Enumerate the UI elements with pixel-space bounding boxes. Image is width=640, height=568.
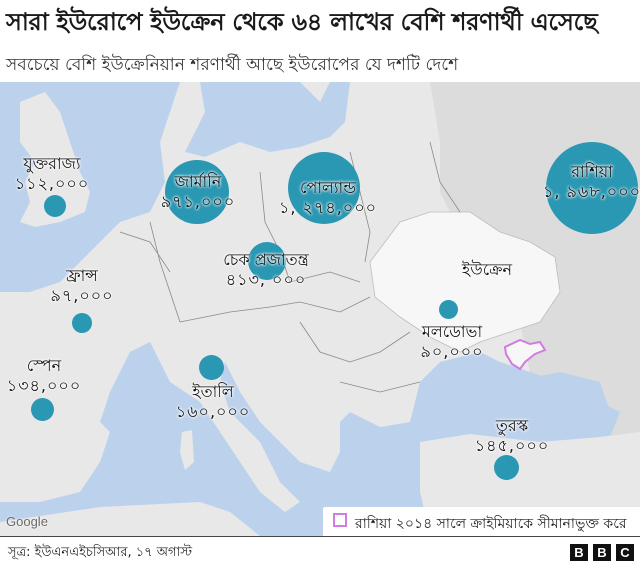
label-uk: যুক্তরাজ্য ১১২,০০০ — [15, 154, 89, 194]
label-italy: ইতালি ১৬০,০০০ — [176, 382, 250, 422]
source-note: সূত্র: ইউএনএইচসিআর, ১৭ অগাস্ট — [8, 545, 193, 560]
footer-divider — [0, 536, 640, 537]
label-czech: চেক প্রজাতন্ত্র ৪১৩, ০০০ — [223, 250, 308, 290]
bubble-czech[interactable] — [248, 242, 286, 280]
refugee-count: ১, ২৭৪,০০০ — [278, 198, 378, 217]
google-attribution: Google — [6, 514, 48, 529]
country-name: ইতালি — [192, 382, 234, 401]
country-name: মলডোভা — [421, 322, 483, 341]
bubble-france[interactable] — [72, 313, 92, 333]
refugee-count: ৯৭,০০০ — [50, 286, 114, 305]
country-name: রাশিয়া — [571, 162, 613, 181]
bbc-logo-letter: B — [593, 544, 611, 561]
bubble-moldova[interactable] — [439, 300, 458, 319]
label-ukraine: ইউক্রেন — [462, 260, 512, 280]
country-name: চেক প্রজাতন্ত্র — [223, 250, 309, 269]
label-spain: স্পেন ১৩৪,০০০ — [7, 356, 81, 396]
map-background — [0, 82, 640, 536]
label-russia: রাশিয়া ১, ৯৬৮,০০০ — [543, 162, 640, 202]
refugee-count: ৯০,০০০ — [420, 342, 484, 361]
country-name: স্পেন — [26, 356, 62, 375]
bubble-poland[interactable] — [288, 152, 360, 224]
label-moldova: মলডোভা ৯০,০০০ — [420, 322, 483, 362]
refugee-count: ১১২,০০০ — [14, 174, 90, 193]
refugee-count: ৯৭১,০০০ — [160, 192, 236, 211]
bubble-turkey[interactable] — [494, 455, 519, 480]
europe-map[interactable]: যুক্তরাজ্য ১১২,০০০ জার্মানি ৯৭১,০০০ পোল্… — [0, 82, 640, 536]
refugee-count: ১৪৫,০০০ — [474, 436, 550, 455]
country-name: ফ্রান্স — [66, 266, 98, 285]
country-name: জার্মানি — [174, 172, 222, 191]
refugee-count: ১, ৯৬৮,০০০ — [542, 182, 640, 201]
bbc-logo-letter: C — [616, 544, 634, 561]
bubble-germany[interactable] — [165, 160, 229, 224]
refugee-count: ১৩৪,০০০ — [6, 376, 82, 395]
label-france: ফ্রান্স ৯৭,০০০ — [50, 266, 113, 306]
country-name: তুরস্ক — [495, 416, 529, 435]
legend-crimea-label: রাশিয়া ২০১৪ সালে ক্রাইমিয়াকে সীমানাভুক… — [355, 516, 627, 532]
bubble-russia[interactable] — [546, 142, 638, 234]
page-subtitle: সবচেয়ে বেশি ইউক্রেনিয়ান শরণার্থী আছে ই… — [6, 55, 459, 75]
refugee-count: ১৬০,০০০ — [175, 402, 251, 421]
label-germany: জার্মানি ৯৭১,০০০ — [161, 172, 235, 212]
country-name: পোল্যান্ড — [300, 178, 356, 197]
country-name: ইউক্রেন — [461, 260, 513, 279]
bubble-italy[interactable] — [199, 355, 224, 380]
crimea-outline-swatch-icon — [333, 513, 347, 527]
bubble-uk[interactable] — [44, 195, 66, 217]
refugee-count: ৪১৩, ০০০ — [225, 270, 307, 289]
map-legend: রাশিয়া ২০১৪ সালে ক্রাইমিয়াকে সীমানাভুক… — [323, 507, 640, 536]
page-title: সারা ইউরোপে ইউক্রেন থেকে ৬৪ লাখের বেশি শ… — [6, 8, 598, 36]
label-turkey: তুরস্ক ১৪৫,০০০ — [475, 416, 549, 456]
country-name: যুক্তরাজ্য — [23, 154, 81, 173]
bbc-logo-letter: B — [570, 544, 588, 561]
label-poland: পোল্যান্ড ১, ২৭৪,০০০ — [279, 178, 377, 218]
bubble-spain[interactable] — [31, 398, 54, 421]
